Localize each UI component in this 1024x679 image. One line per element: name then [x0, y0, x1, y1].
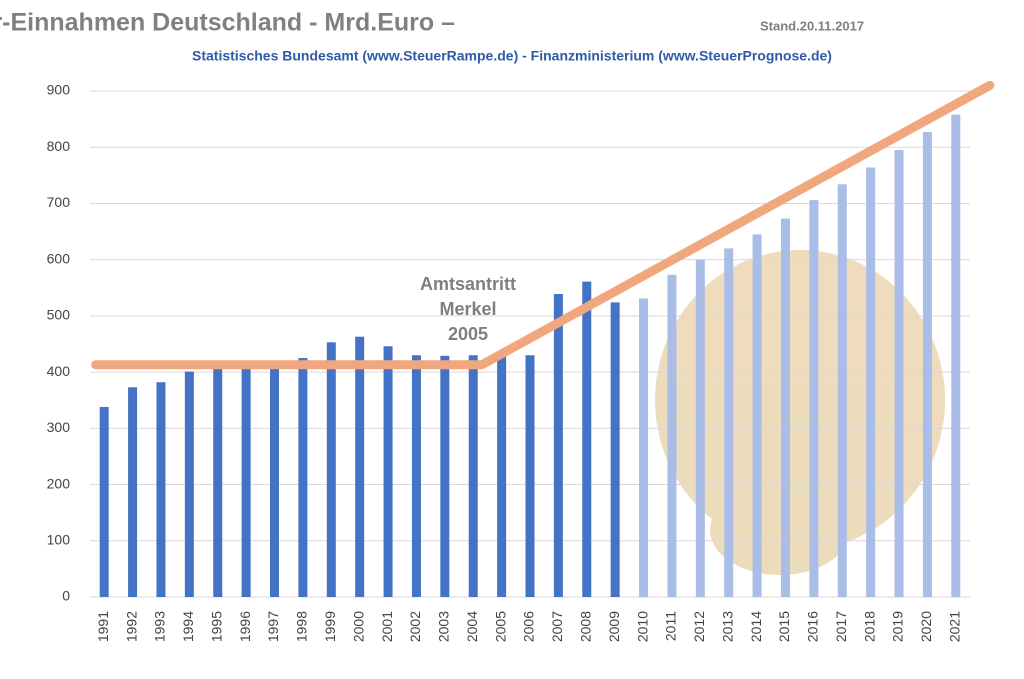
bar: [866, 167, 876, 597]
y-tick-label: 500: [47, 307, 71, 323]
bar: [468, 355, 478, 597]
bar: [695, 259, 705, 597]
bar: [411, 355, 421, 597]
subtitle: Statistisches Bundesamt (www.SteuerRampe…: [192, 48, 832, 64]
bar: [667, 274, 677, 597]
bar: [326, 342, 336, 597]
bar: [355, 336, 365, 597]
x-tick-label: 1998: [294, 611, 310, 642]
x-tick-label: 1994: [180, 611, 196, 642]
x-tick-label: 2003: [436, 611, 452, 642]
bar: [270, 367, 280, 597]
bar: [837, 184, 847, 597]
bar: [894, 150, 904, 598]
x-tick-label: 2018: [861, 611, 877, 642]
annotation: Amtsantritt: [420, 274, 516, 294]
y-tick-label: 800: [47, 138, 71, 154]
x-tick-label: 1991: [95, 611, 111, 642]
x-tick-label: 2008: [577, 611, 593, 642]
x-tick-label: 2007: [549, 611, 565, 642]
y-tick-label: 200: [47, 475, 71, 491]
x-tick-label: 2015: [776, 611, 792, 642]
x-tick-label: 2016: [805, 611, 821, 642]
chart-title: Steuer-Einnahmen Deutschland - Mrd.Euro …: [0, 9, 455, 37]
x-tick-label: 2019: [890, 611, 906, 642]
y-tick-label: 300: [47, 419, 71, 435]
bar: [184, 371, 194, 597]
bar: [440, 355, 450, 597]
title-note: Stand.20.11.2017: [760, 18, 864, 33]
x-tick-label: 2000: [350, 611, 366, 642]
x-tick-label: 1995: [208, 611, 224, 642]
x-tick-label: 1993: [152, 611, 168, 642]
x-tick-label: 2001: [379, 611, 395, 642]
annotation: 2005: [448, 324, 488, 344]
bar: [241, 366, 251, 597]
bar: [553, 293, 563, 597]
bar: [639, 298, 649, 597]
bar: [724, 248, 734, 597]
x-tick-label: 2011: [663, 611, 679, 641]
plot: 0 100 200 300 400 500 600 700 800 900 1991 1992 1993…: [47, 80, 995, 642]
x-tick-label: 1996: [237, 611, 253, 642]
x-tick-label: 2006: [521, 611, 537, 642]
bar: [752, 234, 762, 597]
x-tick-label: 2017: [833, 611, 849, 642]
bar: [128, 387, 138, 597]
bar: [809, 200, 819, 597]
y-tick-label: 900: [47, 82, 71, 98]
x-tick-label: 2010: [634, 611, 650, 642]
bar: [298, 358, 308, 597]
x-tick-label: 2005: [492, 611, 508, 642]
bar: [156, 382, 166, 597]
y-tick-label: 0: [62, 588, 70, 604]
bar: [922, 132, 932, 597]
x-tick-label: 2013: [719, 611, 735, 642]
bar: [525, 355, 535, 597]
x-tick-label: 1992: [123, 611, 139, 642]
x-tick-label: 2004: [464, 611, 480, 642]
y-tick-label: 700: [47, 194, 71, 210]
x-tick-label: 2020: [918, 611, 934, 642]
x-tick-label: 1997: [265, 611, 281, 642]
bar: [213, 367, 223, 597]
x-tick-label: 2021: [947, 611, 963, 642]
x-tick-label: 2014: [748, 611, 764, 642]
y-tick-label: 100: [47, 531, 71, 547]
x-tick-label: 1999: [322, 611, 338, 642]
x-tick-label: 2002: [407, 611, 423, 642]
bar: [383, 346, 393, 597]
bar: [497, 355, 507, 597]
y-tick-label: 600: [47, 250, 71, 266]
x-tick-label: 2009: [606, 611, 622, 642]
annotation: Merkel: [439, 299, 496, 319]
bar: [951, 114, 961, 597]
bar: [780, 218, 790, 597]
y-tick-label: 400: [47, 363, 71, 379]
trend-line: [91, 80, 995, 370]
bar: [99, 406, 109, 597]
bar: [582, 281, 592, 597]
bar: [610, 302, 620, 597]
x-tick-label: 2012: [691, 611, 707, 642]
